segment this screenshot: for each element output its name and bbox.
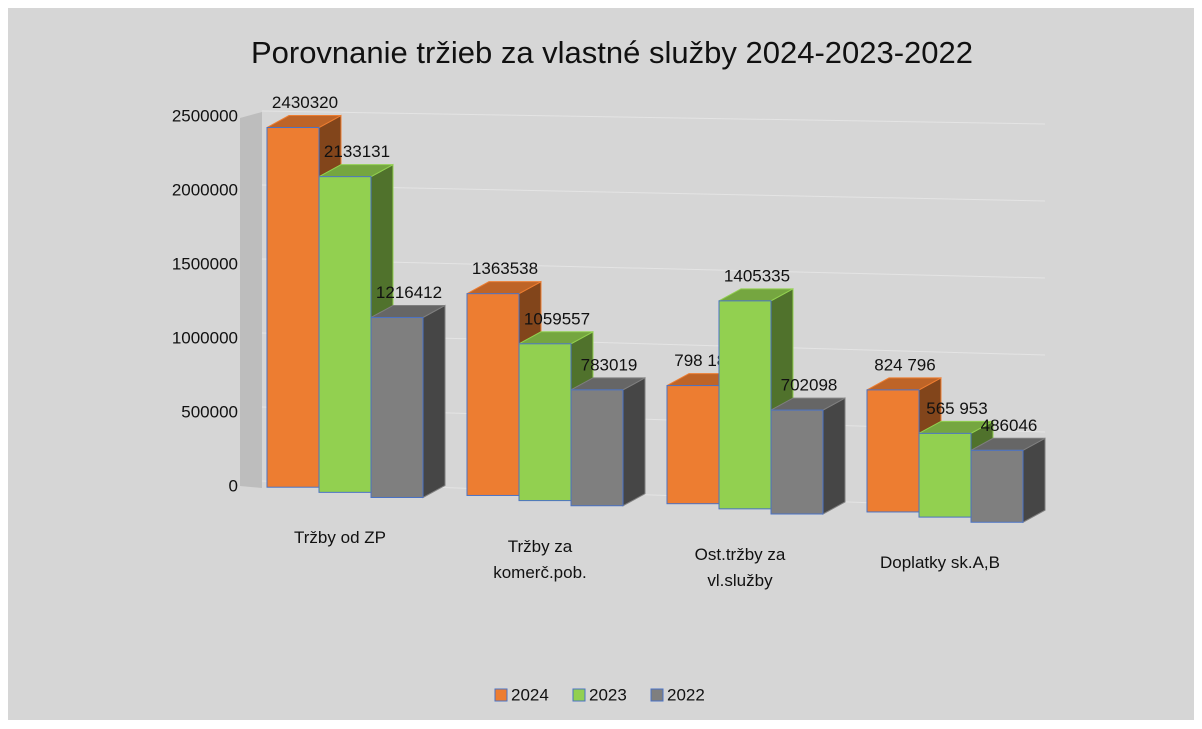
value-label: 565 953	[926, 399, 987, 418]
x-tick-label: Tržby od ZP	[255, 525, 425, 551]
x-tick-text: Doplatky sk.A,B	[880, 553, 1000, 573]
bar-side	[422, 304, 446, 499]
chart-title: Porovnanie tržieb za vlastné služby 2024…	[251, 35, 973, 70]
bar	[570, 389, 624, 507]
legend-swatch	[572, 688, 586, 702]
chart-area	[8, 8, 1194, 720]
bar-side	[622, 377, 646, 507]
legend-label: 2022	[667, 685, 705, 704]
legend-swatch	[650, 688, 664, 702]
legend-swatch	[494, 688, 508, 702]
y-tick-label: 1000000	[172, 328, 238, 347]
bar	[666, 385, 720, 505]
value-label: 486046	[981, 416, 1038, 435]
value-label: 1059557	[524, 309, 590, 328]
bar	[718, 300, 772, 510]
x-tick-label: Ost.tržby za vl.služby	[655, 542, 825, 594]
bar	[466, 293, 520, 496]
value-label: 1363538	[472, 259, 538, 278]
value-label: 2133131	[324, 142, 390, 161]
bar	[770, 409, 824, 515]
value-label: 783019	[581, 355, 638, 374]
side-wall	[240, 112, 262, 488]
bar	[318, 176, 372, 493]
bar-side	[1022, 437, 1046, 524]
value-label: 1216412	[376, 283, 442, 302]
y-tick-label: 0	[229, 476, 238, 495]
y-tick-label: 2500000	[172, 106, 238, 125]
value-label: 1405335	[724, 266, 790, 285]
bar	[866, 389, 920, 513]
x-tick-label: Doplatky sk.A,B	[855, 550, 1025, 576]
bar	[518, 343, 572, 502]
x-tick-text: Ost.tržby za vl.služby	[694, 544, 786, 590]
legend-label: 2024	[511, 685, 549, 704]
legend-label: 2023	[589, 685, 627, 704]
bar	[370, 316, 424, 498]
y-tick-label: 1500000	[172, 254, 238, 273]
y-tick-label: 500000	[181, 402, 238, 421]
x-tick-text: Tržby za komerč.pob.	[493, 536, 587, 582]
value-label: 824 796	[874, 355, 935, 374]
bar-side	[822, 397, 846, 515]
y-tick-label: 2000000	[172, 180, 238, 199]
x-tick-label: Tržby za komerč.pob.	[455, 534, 625, 586]
value-label: 702098	[781, 376, 838, 395]
bar	[970, 449, 1024, 523]
value-label: 2430320	[272, 93, 338, 112]
x-tick-text: Tržby od ZP	[294, 528, 386, 548]
grid-line	[261, 110, 1046, 125]
bar	[918, 432, 972, 518]
bar	[266, 127, 320, 488]
